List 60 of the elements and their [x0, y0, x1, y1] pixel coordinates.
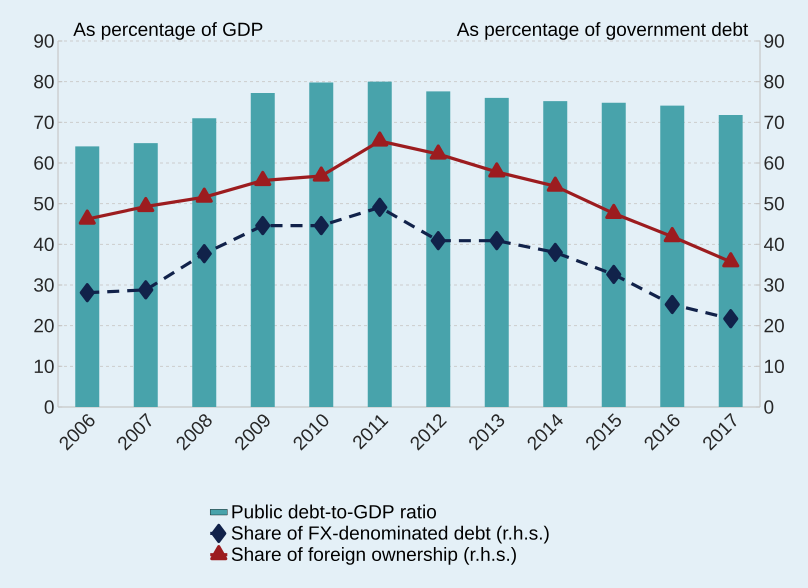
y2-tick-label: 20: [764, 318, 784, 332]
point: [664, 294, 680, 314]
y-tick-label: 0: [44, 400, 54, 414]
point: [548, 242, 563, 262]
point: [196, 244, 212, 264]
point: [605, 204, 622, 220]
y2-tick-label: 70: [764, 116, 784, 130]
point: [430, 231, 446, 250]
bar: [484, 98, 509, 407]
point: [723, 309, 738, 328]
point: [138, 280, 154, 300]
point: [489, 231, 504, 250]
bar: [660, 106, 684, 407]
y2-axis-title: As percentage of government debt: [456, 22, 748, 40]
y-tick-label: 50: [34, 196, 54, 210]
y2-tick-label: 60: [764, 156, 784, 170]
y-axis-title: As percentage of GDP: [73, 22, 262, 40]
y-tick-label: 70: [34, 116, 54, 130]
y2-tick-label: 30: [764, 278, 784, 292]
legend-label: Share of foreign ownership (r.h.s.): [232, 547, 516, 565]
y-tick-label: 10: [34, 360, 54, 374]
point: [606, 264, 622, 284]
bar: [543, 101, 568, 407]
point: [196, 188, 213, 203]
point: [312, 166, 330, 182]
point: [488, 162, 506, 178]
point: [78, 210, 96, 225]
bar: [309, 82, 334, 407]
y2-tick-label: 40: [764, 238, 784, 252]
y-tick-label: 80: [34, 74, 54, 88]
bar: [192, 118, 216, 407]
legend-label: Share of FX-denominated debt (r.h.s.): [232, 526, 549, 544]
point: [371, 131, 388, 147]
y-tick-label: 90: [34, 34, 54, 48]
y-tick-label: 20: [34, 318, 54, 332]
bar: [250, 93, 275, 407]
point: [80, 283, 95, 302]
point: [372, 198, 388, 217]
bar: [718, 115, 743, 407]
y-tick-label: 30: [34, 278, 54, 292]
bar: [75, 146, 100, 407]
point: [314, 216, 329, 236]
y-tick-label: 60: [34, 156, 54, 170]
bar: [602, 102, 626, 407]
legend-label: Public debt-to-GDP ratio: [232, 504, 436, 518]
y2-tick-label: 0: [764, 400, 774, 414]
point: [546, 176, 564, 192]
point: [430, 144, 447, 160]
point: [254, 170, 272, 186]
bar: [368, 82, 392, 407]
bar: [426, 91, 450, 407]
y2-tick-label: 10: [764, 360, 784, 374]
y-tick-label: 40: [34, 238, 54, 252]
y2-tick-label: 90: [764, 34, 784, 48]
point: [137, 196, 154, 212]
y2-tick-label: 80: [764, 74, 784, 88]
point: [664, 227, 681, 242]
point: [255, 216, 270, 236]
bar: [134, 143, 158, 407]
y2-tick-label: 50: [764, 196, 784, 210]
